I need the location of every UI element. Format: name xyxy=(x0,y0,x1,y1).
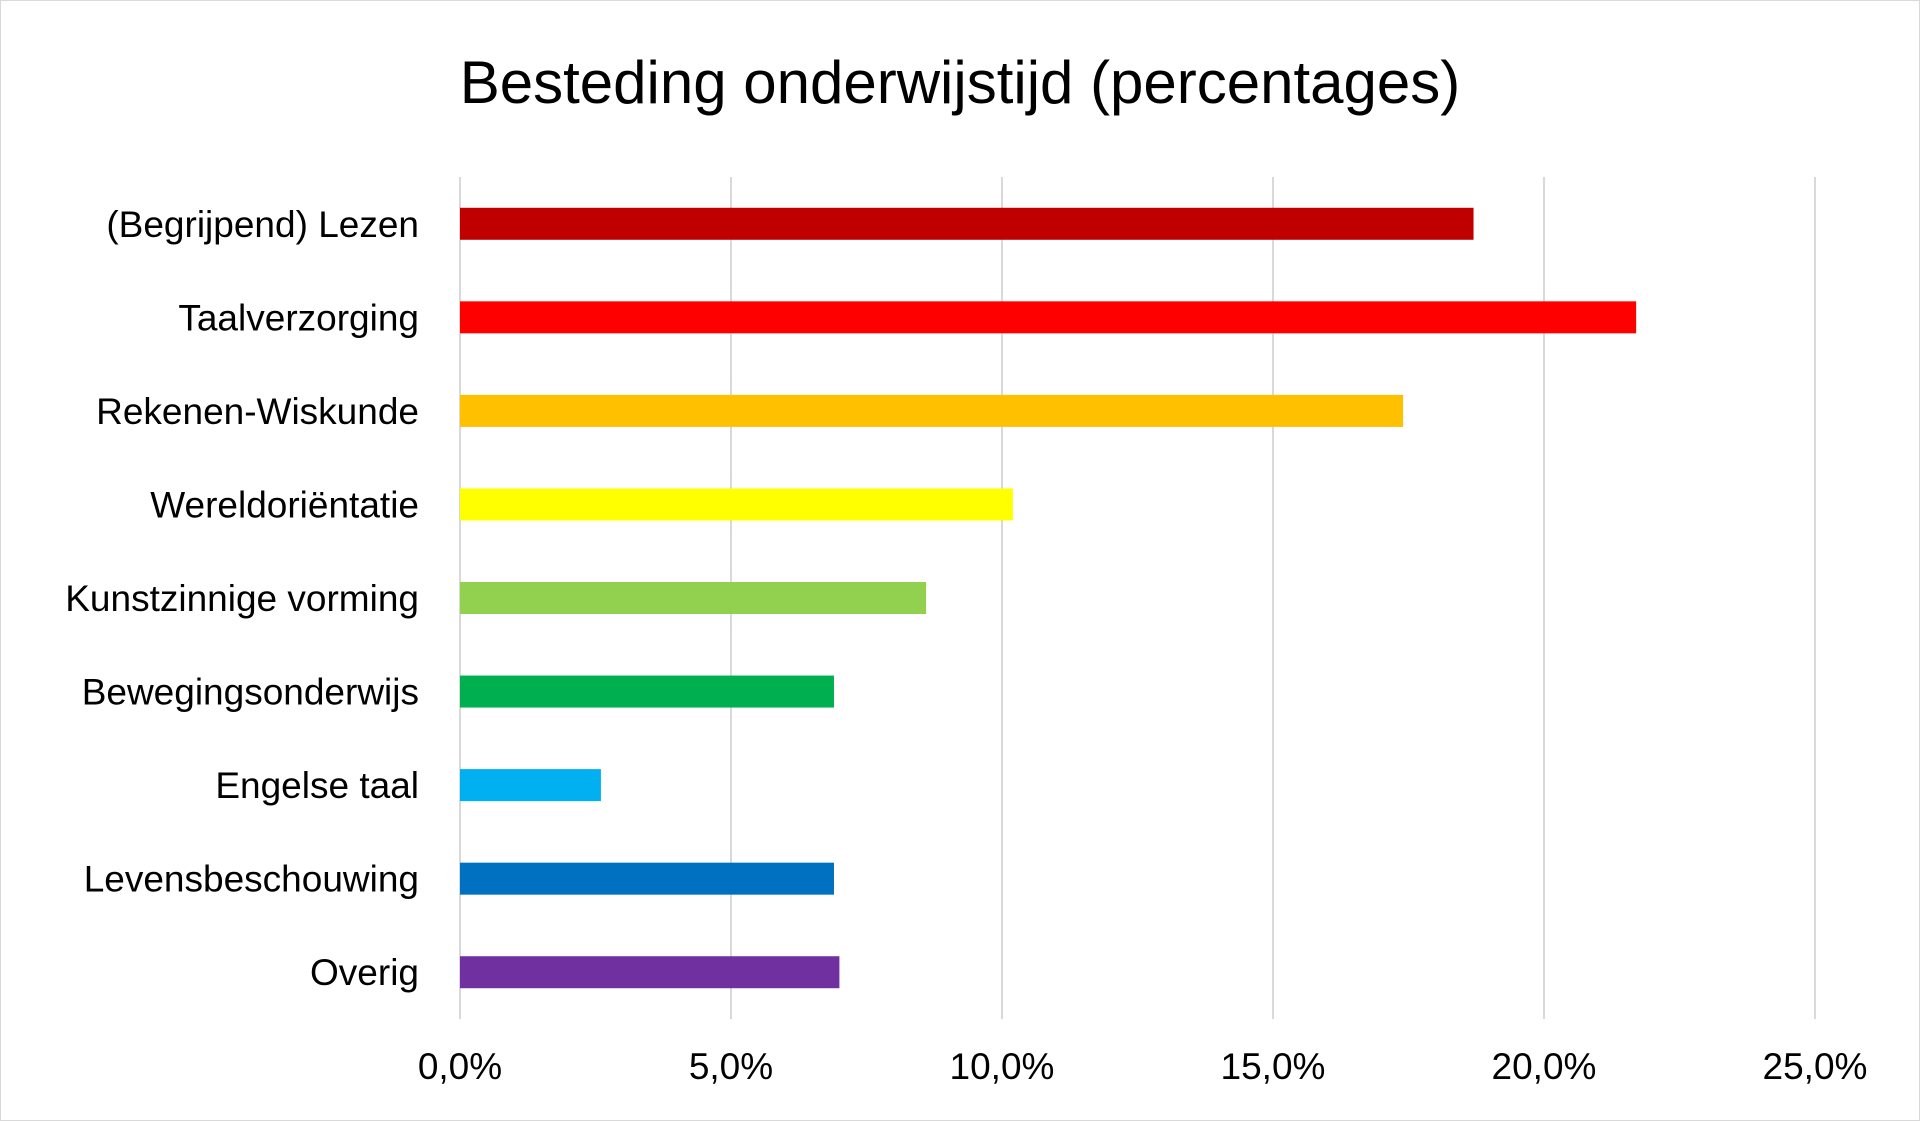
category-labels: (Begrijpend) Lezen Taalverzorging Rekenen-… xyxy=(65,204,419,993)
category-label: Kunstzinnige vorming xyxy=(65,578,419,619)
category-label: Levensbeschouwing xyxy=(84,859,419,900)
bar xyxy=(460,582,927,614)
category-label: Overig xyxy=(310,952,419,993)
bar xyxy=(460,207,1474,240)
x-tick-label: 0,0% xyxy=(418,1046,502,1087)
bar xyxy=(460,488,1013,521)
x-tick-label: 5,0% xyxy=(689,1046,773,1087)
bar xyxy=(460,675,834,708)
category-label: Wereldoriëntatie xyxy=(150,484,419,525)
category-label: Taalverzorging xyxy=(178,297,419,338)
x-tick-label: 15,0% xyxy=(1221,1046,1326,1087)
bar xyxy=(460,769,601,802)
category-label: Rekenen-Wiskunde xyxy=(96,391,419,432)
x-axis-tick-labels: 0,0% 5,0% 10,0% 15,0% 20,0% 25,0% xyxy=(418,1046,1868,1087)
category-label: Bewegingsonderwijs xyxy=(82,672,419,713)
x-tick-label: 10,0% xyxy=(950,1046,1055,1087)
chart-title: Besteding onderwijstijd (percentages) xyxy=(460,49,1461,116)
bar xyxy=(460,862,834,895)
category-label: Engelse taal xyxy=(215,765,419,806)
bar xyxy=(460,956,840,989)
bars xyxy=(460,207,1637,989)
bar xyxy=(460,394,1404,427)
x-tick-label: 20,0% xyxy=(1492,1046,1597,1087)
category-label: (Begrijpend) Lezen xyxy=(106,204,419,245)
bar xyxy=(460,301,1637,334)
x-tick-label: 25,0% xyxy=(1763,1046,1868,1087)
